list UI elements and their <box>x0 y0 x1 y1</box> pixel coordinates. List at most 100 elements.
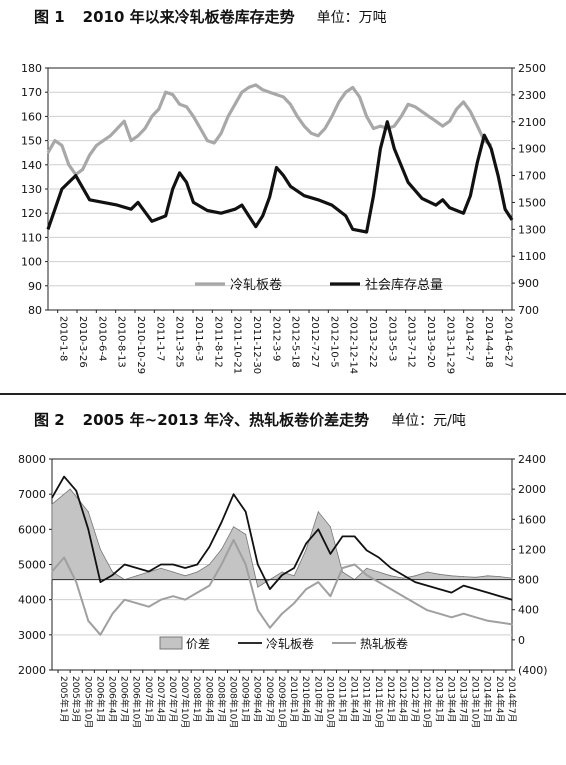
chart-1-cold-rolled-point <box>199 127 201 130</box>
chart-1-social-total-point <box>317 199 319 201</box>
chart-1-cold-rolled-point <box>213 142 215 144</box>
chart-2-spread-point <box>69 488 71 490</box>
chart-2-hot-rolled-point <box>124 599 126 601</box>
chart-2-cold-rolled-point <box>160 564 162 565</box>
chart-1-cold-rolled-point <box>296 115 298 117</box>
chart-2-cold-rolled-point <box>342 535 344 537</box>
chart-2-x-tick-label: 2011年7月 <box>361 676 373 723</box>
chart-2-hot-rolled-point <box>487 620 489 622</box>
chart-1-social-total-point <box>393 148 395 150</box>
chart-2-cold-rolled-point <box>475 588 477 590</box>
chart-1-left-tick-label: 90 <box>28 280 42 293</box>
chart-1-cold-rolled-point <box>462 101 465 103</box>
chart-1-x-tick-label: 2012-3-9 <box>270 316 281 361</box>
chart-2-spread-point <box>160 567 162 569</box>
chart-2-cold-rolled-point <box>51 497 53 499</box>
chart-1-social-total-point <box>497 174 499 177</box>
chart-1-social-total-point <box>365 231 368 233</box>
chart-2-right-tick-label: 800 <box>518 574 539 587</box>
chart-1-social-total-point <box>303 195 305 197</box>
chart-2-x-tick-label: 2012年7月 <box>409 676 421 723</box>
chart-1-cold-rolled-point <box>338 101 340 103</box>
chart-1-cold-rolled-point <box>151 115 153 117</box>
chart-1-left-tick-label: 160 <box>21 110 42 123</box>
chart-1-left-tick-label: 170 <box>21 86 42 99</box>
chart-1-cold-rolled-point <box>255 84 257 86</box>
chart-2-cold-rolled-point <box>426 585 428 587</box>
chart-2-spread-point <box>99 548 101 550</box>
chart-2-x-tick-label: 2012年10月 <box>421 676 433 728</box>
chart-2-cold-rolled-point <box>293 567 295 569</box>
chart-2-spread-point <box>414 575 416 577</box>
chart-2-x-tick-label: 2011年4月 <box>349 676 361 723</box>
chart-1-legend-social-total-label: 社会库存总量 <box>365 277 443 293</box>
chart-2-hot-rolled-point <box>63 556 65 558</box>
chart-2-cold-rolled-point <box>414 581 416 583</box>
chart-1-cold-rolled-point <box>123 120 125 122</box>
chart-2-left-tick-label: 5000 <box>18 559 46 572</box>
chart-2-spread-point <box>438 573 440 575</box>
chart-2-cold-rolled-point <box>499 595 501 597</box>
chart-1-x-tick-label: 2010-10-29 <box>135 316 146 374</box>
chart-1-right-tick-label: 2300 <box>518 89 546 102</box>
chart-1-social-total-point <box>255 226 257 228</box>
chart-2-cold-rolled-point <box>366 549 368 551</box>
chart-1-left-tick-label: 180 <box>21 62 42 75</box>
chart-2-left-tick-label: 3000 <box>18 629 46 642</box>
chart-1-right-tick-label: 2100 <box>518 116 546 129</box>
chart-2-hot-rolled-point <box>378 581 380 583</box>
chart-2-hot-rolled-point <box>438 613 440 615</box>
chart-1-right-tick-label: 1900 <box>518 143 546 156</box>
chart-2-spread-point <box>305 548 307 550</box>
chart-2-hot-rolled-point <box>342 567 344 569</box>
chart-1-x-tick-label: 2013-11-29 <box>444 316 455 374</box>
chart-2-spread-point <box>220 548 222 550</box>
chart-1-social-total-point <box>442 199 444 201</box>
chart-1-left-tick-label: 100 <box>21 256 42 269</box>
chart-1-left-tick-label: 80 <box>28 304 42 317</box>
chart-2-legend-spread-swatch <box>159 636 183 650</box>
chart-1-number: 图 1 <box>34 8 65 26</box>
chart-1-cold-rolled-point <box>234 103 236 105</box>
chart-2-right-tick-label: (400) <box>518 664 548 677</box>
chart-2-hot-rolled-point <box>196 592 198 594</box>
chart-1-social-total-point <box>241 204 243 206</box>
chart-1-social-total-point <box>269 196 271 198</box>
chart-1-right-tick-label: 900 <box>518 277 539 290</box>
chart-2-spread-point <box>136 575 138 577</box>
chart-1-x-tick-label: 2010-3-26 <box>77 316 88 368</box>
chart-2-spread-point <box>511 577 513 579</box>
chart-1-cold-rolled-point <box>248 86 250 88</box>
chart-2-cold-rolled-point <box>63 476 65 478</box>
chart-2-x-tick-label: 2006年4月 <box>106 676 118 723</box>
chart-2-cold-rolled-point <box>390 567 392 569</box>
chart-1-cold-rolled-point <box>476 125 478 127</box>
chart-2-cold-rolled-point <box>196 564 198 565</box>
chart-2-hot-rolled-point <box>257 609 259 611</box>
chart-1-x-tick-label: 2010-8-13 <box>116 316 127 368</box>
chart-2-hot-rolled-point <box>233 539 235 541</box>
chart-2-x-tick-label: 2010年7月 <box>312 676 324 723</box>
chart-2-x-tick-label: 2010年10月 <box>324 676 336 728</box>
chart-1-social-total-point <box>407 181 409 183</box>
chart-2-spread-point <box>450 575 452 577</box>
chart-1-cold-rolled-point <box>102 140 105 142</box>
chart-2-legend-hot-label: 热轧板卷 <box>360 636 408 651</box>
chart-2-series-hot-rolled-line <box>51 538 513 636</box>
chart-2-cold-rolled-point <box>487 592 489 594</box>
chart-2-cold-rolled-point <box>148 571 150 573</box>
chart-2-x-tick-label: 2009年4月 <box>252 676 264 723</box>
chart-1-social-total-point <box>504 208 506 210</box>
chart-1-social-total-point <box>435 204 437 206</box>
chart-2-unit: 单位：元/吨 <box>391 413 466 429</box>
chart-1-social-total-point <box>282 174 285 177</box>
chart-1-social-total-point <box>220 212 222 214</box>
chart-1-x-tick-label: 2012-12-14 <box>348 316 359 374</box>
chart-1-cold-rolled-point <box>289 103 291 105</box>
chart-2-spread-point <box>499 576 501 578</box>
chart-2-hot-rolled-point <box>414 602 416 604</box>
chart-2-spread-point <box>184 575 186 577</box>
chart-1-title: 图 1 2010 年以来冷轧板卷库存走势 单位：万吨 <box>34 6 387 27</box>
chart-1-legend-cold-rolled-label: 冷轧板卷 <box>230 277 282 293</box>
chart-2-hot-rolled-point <box>172 595 174 597</box>
